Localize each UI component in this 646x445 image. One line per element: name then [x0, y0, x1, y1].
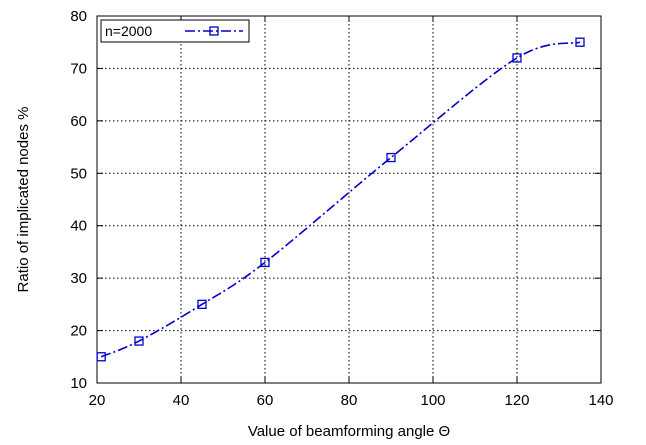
y-axis-label: Ratio of implicated nodes %	[15, 107, 32, 293]
x-tick-label: 100	[420, 392, 445, 409]
y-tick-label: 60	[70, 113, 87, 130]
data-point-marker	[575, 37, 585, 47]
x-tick-label: 60	[257, 392, 274, 409]
x-axis-label: Value of beamforming angle Θ	[248, 423, 450, 440]
grid	[97, 16, 601, 383]
data-point-marker	[386, 152, 396, 163]
data-point-marker	[512, 53, 522, 63]
data-point-marker	[96, 352, 106, 362]
y-tick-label: 10	[70, 375, 87, 392]
legend-marker	[209, 26, 219, 36]
x-tick-label: 140	[588, 392, 613, 409]
y-tick-label: 70	[70, 60, 87, 77]
legend: n=2000	[100, 19, 250, 43]
y-tick-label: 40	[70, 218, 87, 235]
x-tick-label: 80	[341, 392, 358, 409]
series-line	[100, 41, 581, 358]
data-point-marker	[197, 299, 207, 310]
x-tick-label: 20	[89, 392, 106, 409]
y-tick-label: 50	[70, 165, 87, 182]
y-tick-label: 20	[70, 323, 87, 340]
y-tick-label: 30	[70, 270, 87, 287]
data-point-marker	[134, 336, 144, 346]
plot-frame	[96, 15, 602, 384]
legend-label: n=2000	[105, 23, 152, 39]
y-tick-label: 80	[70, 8, 87, 25]
x-tick-label: 40	[173, 392, 190, 409]
series-layer	[96, 37, 585, 362]
data-point-marker	[260, 257, 270, 268]
legend-box	[100, 19, 250, 43]
x-tick-label: 120	[504, 392, 529, 409]
